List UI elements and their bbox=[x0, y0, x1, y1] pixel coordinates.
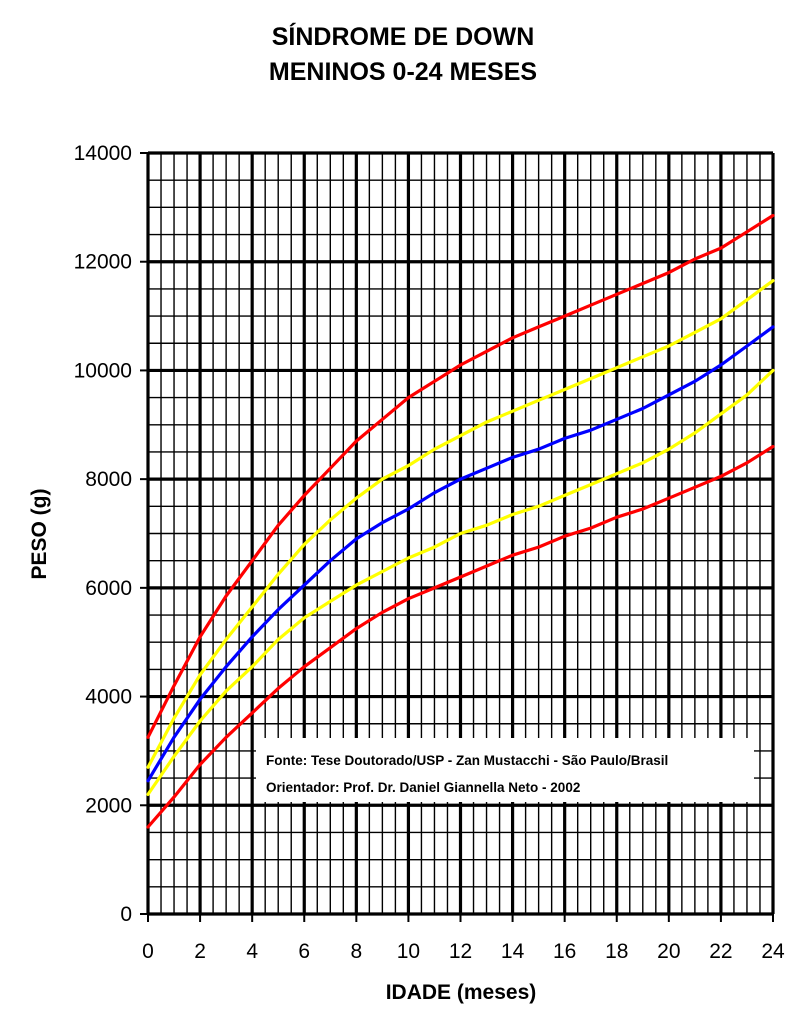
y-tick-label: 6000 bbox=[85, 577, 132, 600]
series-line-5 bbox=[146, 444, 775, 829]
x-tick-label: 22 bbox=[709, 940, 732, 963]
x-tick-label: 6 bbox=[298, 940, 310, 963]
y-tick-label: 0 bbox=[120, 903, 132, 926]
source-note-line-2: Orientador: Prof. Dr. Daniel Giannella N… bbox=[266, 780, 580, 795]
series-lines bbox=[146, 213, 775, 829]
series-line-4 bbox=[146, 368, 775, 797]
y-tick-label: 10000 bbox=[74, 359, 132, 382]
chart-title: SÍNDROME DE DOWN bbox=[272, 22, 535, 51]
x-tick-label: 14 bbox=[501, 940, 525, 963]
y-tick-label: 2000 bbox=[85, 794, 132, 817]
y-tick-label: 8000 bbox=[85, 468, 132, 491]
x-tick-label: 0 bbox=[142, 940, 154, 963]
x-tick-label: 20 bbox=[657, 940, 680, 963]
source-note: Fonte: Tese Doutorado/USP - Zan Mustacch… bbox=[256, 738, 754, 802]
x-axis-label: IDADE (meses) bbox=[386, 981, 537, 1004]
series-line-1 bbox=[146, 213, 775, 739]
x-tick-label: 18 bbox=[605, 940, 628, 963]
y-tick-label: 14000 bbox=[74, 142, 132, 165]
chart-subtitle: MENINOS 0-24 MESES bbox=[269, 58, 537, 86]
source-note-box bbox=[256, 738, 754, 802]
x-tick-label: 12 bbox=[449, 940, 472, 963]
x-tick-label: 10 bbox=[397, 940, 420, 963]
x-tick-label: 24 bbox=[761, 940, 785, 963]
y-axis-label: PESO (g) bbox=[28, 488, 51, 579]
series-line-2 bbox=[146, 279, 775, 769]
x-tick-label: 2 bbox=[194, 940, 206, 963]
x-tick-label: 4 bbox=[246, 940, 258, 963]
y-tick-label: 12000 bbox=[74, 251, 132, 274]
y-tick-label: 4000 bbox=[85, 686, 132, 709]
x-tick-label: 16 bbox=[553, 940, 576, 963]
x-tick-label: 8 bbox=[350, 940, 362, 963]
source-note-line-1: Fonte: Tese Doutorado/USP - Zan Mustacch… bbox=[266, 753, 668, 768]
series-line-3 bbox=[146, 325, 775, 783]
